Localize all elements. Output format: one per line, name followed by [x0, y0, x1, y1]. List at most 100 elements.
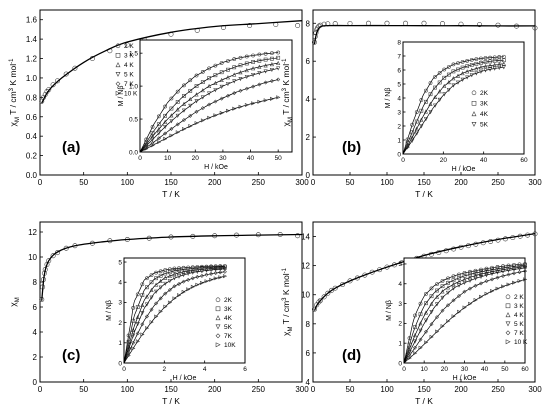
x-tick-label: 200 [454, 178, 468, 187]
inset-y-tick-label: 4 [398, 281, 402, 288]
inset-data-point [429, 322, 434, 327]
inset-x-tick-label: 6 [243, 366, 247, 373]
inset-y-tick-label: 0 [118, 360, 122, 367]
inset-data-point [167, 273, 172, 278]
legend-marker [115, 53, 121, 58]
x-tick-label: 0 [38, 385, 43, 394]
inset-data-point [446, 80, 451, 85]
x-tick-label: 50 [346, 385, 355, 394]
data-point [54, 78, 60, 84]
inset-y-axis-label: M / Nβ [118, 86, 125, 107]
inset-data-point [188, 113, 193, 118]
inset-data-point [512, 271, 516, 276]
inset-data-point [222, 264, 227, 269]
inset-data-point [276, 66, 281, 71]
inset-x-tick-label: 20 [440, 157, 448, 164]
inset-data-point [149, 307, 154, 312]
inset-data-point [213, 80, 218, 85]
inset-data-point [446, 276, 450, 281]
inset-y-tick-label: 3 [398, 301, 402, 308]
inset-data-point [194, 109, 199, 114]
inset-data-point [484, 270, 489, 275]
inset-data-point [424, 301, 428, 306]
inset-data-point [219, 110, 224, 115]
inset-data-point [467, 278, 473, 283]
y-tick-label: 8 [33, 278, 38, 287]
y-axis-label: χM T / cm3 K mol-1 [281, 267, 294, 336]
inset-data-point [490, 277, 494, 282]
data-point [321, 294, 327, 300]
inset-data-point [181, 267, 186, 272]
inset-data-point [144, 143, 149, 148]
inset-data-point [144, 302, 149, 307]
inset-data-point [484, 279, 489, 284]
inset-data-point [424, 291, 428, 296]
inset-y-tick-label: 3 [397, 109, 401, 116]
inset-data-point [218, 264, 223, 269]
inset-data-point [440, 278, 445, 283]
inset-data-point [181, 289, 186, 295]
y-tick-label: 0 [306, 171, 311, 180]
data-point [362, 272, 368, 278]
data-point [63, 245, 69, 251]
inset-data-point [194, 73, 199, 78]
inset-data-point [473, 268, 478, 273]
fit-curve [313, 24, 536, 45]
inset-data-point [455, 80, 461, 85]
inset-data-point [209, 268, 214, 273]
x-tick-label: 150 [164, 385, 178, 394]
inset-data-point [175, 122, 180, 127]
inset-data-point [207, 91, 212, 96]
inset-data-point [177, 266, 181, 271]
inset-data-point [135, 322, 140, 327]
inset-data-point [263, 98, 268, 103]
inset-data-point [222, 274, 228, 279]
y-tick-label: 0.0 [26, 171, 38, 180]
inset-data-point [460, 65, 465, 70]
inset-data-point [478, 65, 483, 70]
inset-data-point [276, 50, 281, 55]
inset-data-point [200, 95, 205, 100]
inset-data-point [232, 106, 237, 111]
inset-data-point [140, 322, 145, 327]
inset-data-point [479, 269, 483, 274]
inset-data-point [456, 283, 462, 288]
inset-data-point [412, 339, 418, 344]
data-point [247, 23, 253, 29]
inset-y-tick-label: 4 [118, 280, 122, 287]
y-tick-label: 0.2 [26, 152, 38, 161]
data-point [495, 22, 501, 28]
panel-label: (d) [342, 347, 361, 364]
inset-data-point [186, 287, 191, 292]
inset-data-point [190, 270, 195, 275]
inset-data-point [177, 281, 181, 286]
inset-data-point [169, 119, 174, 124]
x-tick-label: 200 [208, 385, 222, 394]
data-point [329, 287, 334, 293]
legend-label: 7 K [514, 330, 524, 337]
y-tick-label: 6 [306, 57, 311, 66]
inset-data-point [126, 350, 131, 355]
inset-data-point [131, 318, 136, 323]
inset-fit-line [139, 52, 279, 153]
inset-data-point [523, 263, 527, 268]
inset-data-point [176, 270, 182, 275]
inset-y-tick-label: 1.5 [129, 50, 138, 57]
inset-data-point [523, 277, 528, 282]
data-point [477, 22, 482, 28]
y-tick-label: 8 [306, 19, 311, 28]
inset-y-tick-label: 4 [397, 95, 401, 102]
inset-data-point [270, 96, 275, 101]
inset-data-point [156, 140, 162, 145]
legend-marker [505, 339, 511, 345]
inset-data-point [440, 295, 445, 301]
legend-label: 5 K [124, 72, 134, 79]
inset-data-point [186, 268, 191, 274]
inset-data-point [156, 136, 161, 141]
inset-data-point [144, 314, 149, 319]
inset-data-point [446, 65, 451, 69]
inset-y-tick-label: 5 [397, 81, 401, 88]
inset-data-point [460, 77, 465, 82]
inset-data-point [188, 96, 193, 102]
inset-data-point [145, 276, 149, 281]
